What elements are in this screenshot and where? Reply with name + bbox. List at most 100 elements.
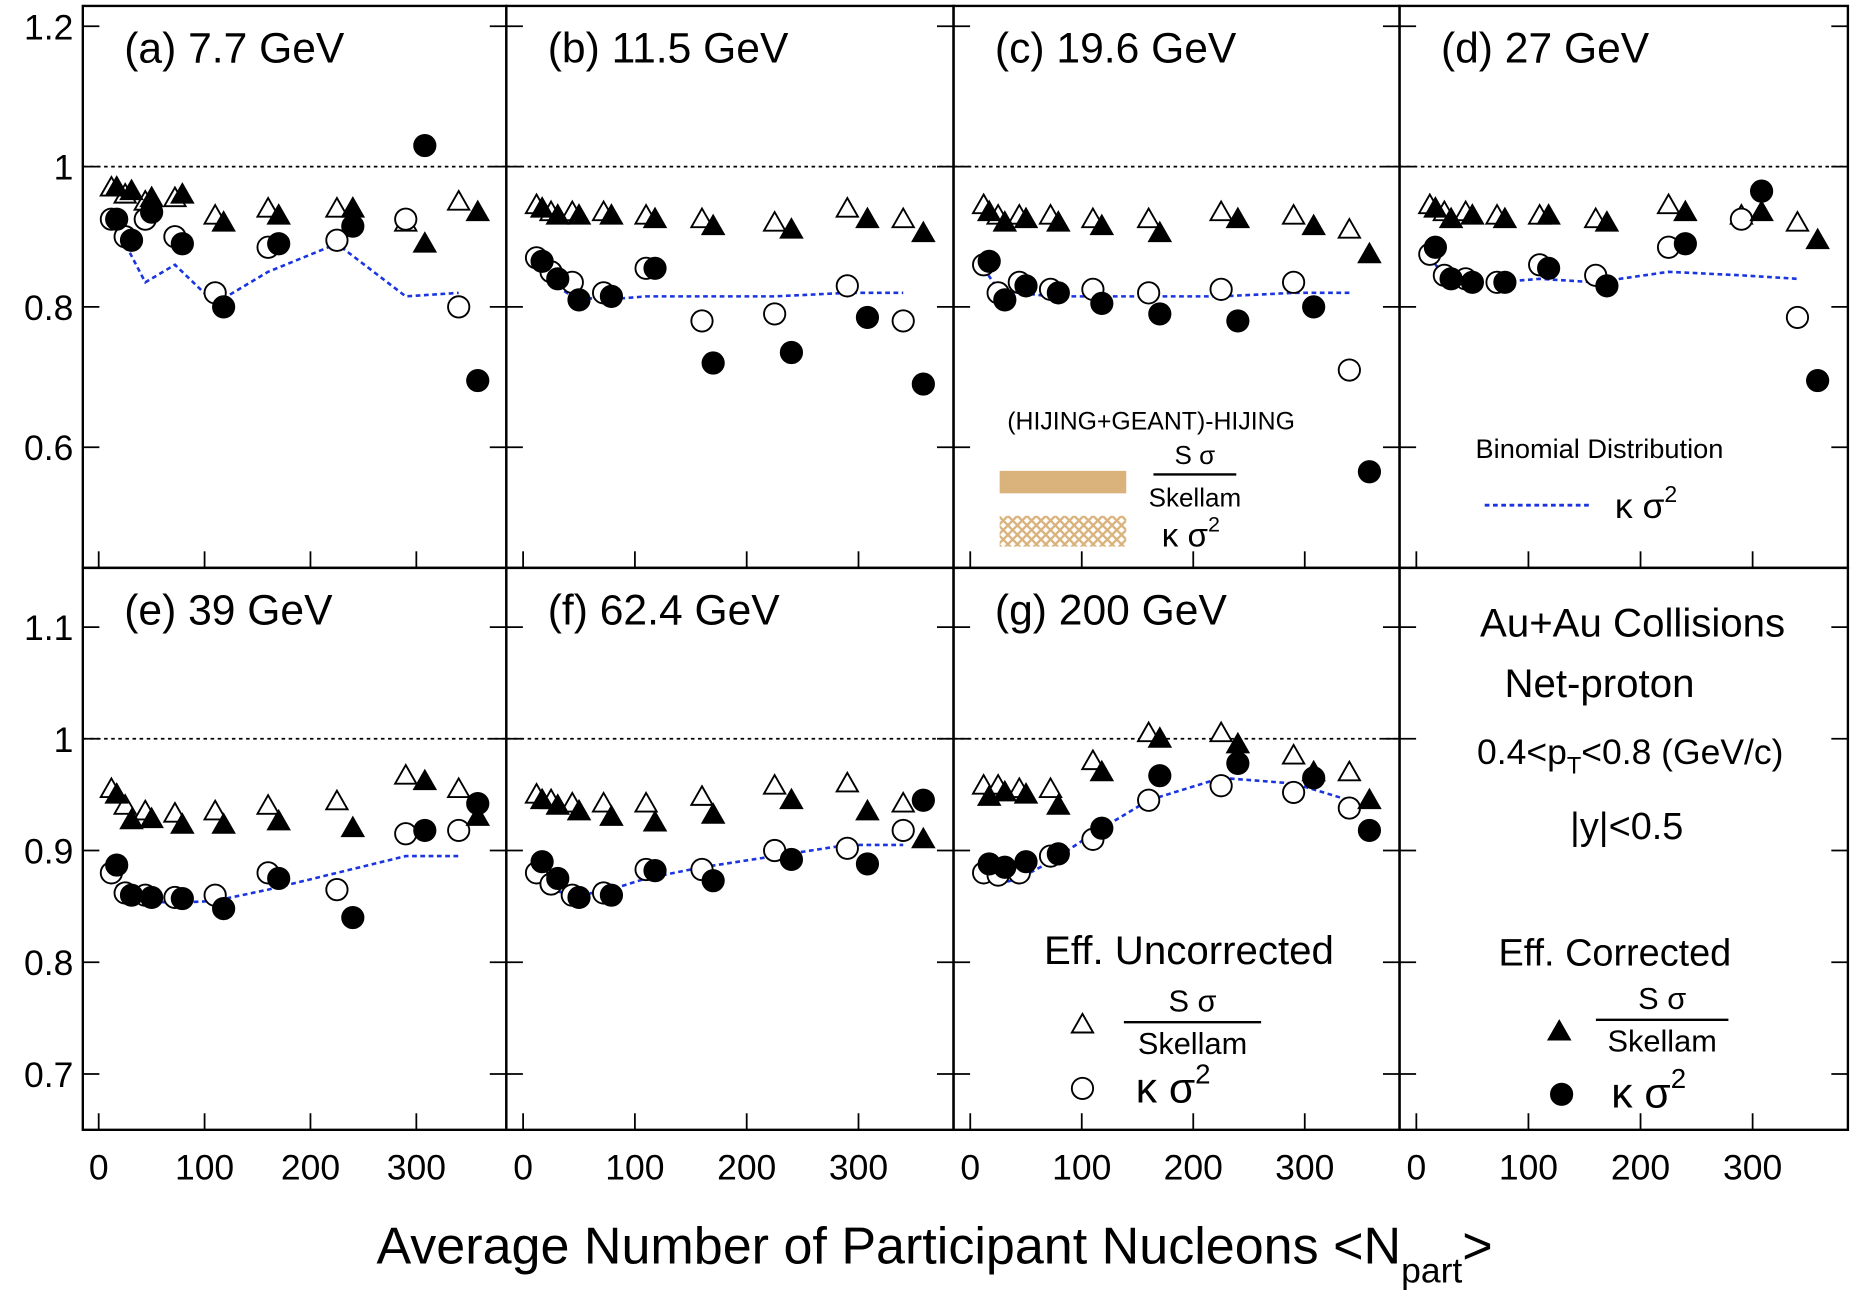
filled-triangle bbox=[465, 804, 491, 826]
open-triangle bbox=[1656, 192, 1681, 215]
panel-frame bbox=[81, 566, 508, 1131]
filled-triangle bbox=[1460, 203, 1485, 225]
filled-triangle bbox=[545, 793, 571, 815]
filled-triangle bbox=[119, 178, 144, 201]
filled-triangle bbox=[855, 798, 880, 821]
filled-triangle bbox=[1089, 759, 1115, 782]
filled-circle bbox=[977, 249, 1001, 273]
open-circle bbox=[891, 309, 915, 333]
open-triangle bbox=[1785, 210, 1810, 232]
open-circle bbox=[1137, 788, 1161, 812]
filled-triangle bbox=[599, 203, 624, 225]
x-tick-label: 300 bbox=[1723, 1148, 1782, 1188]
open-triangle bbox=[1208, 199, 1234, 222]
open-circle bbox=[394, 822, 418, 846]
open-circle bbox=[1337, 796, 1361, 820]
legend-ratio-den: Skellam bbox=[1607, 1024, 1716, 1059]
filled-triangle bbox=[1594, 210, 1620, 232]
legend-ratio-num: S σ bbox=[1168, 984, 1216, 1019]
filled-circle bbox=[1226, 309, 1250, 333]
filled-triangle bbox=[412, 768, 438, 791]
open-triangle bbox=[1281, 743, 1306, 765]
filled-triangle bbox=[529, 787, 555, 810]
open-triangle bbox=[762, 773, 787, 795]
filled-circle bbox=[1046, 281, 1070, 305]
filled-circle bbox=[1046, 842, 1070, 866]
kappa-text: κ σ bbox=[1162, 518, 1208, 555]
open-triangle bbox=[255, 793, 281, 815]
panel-frame bbox=[505, 566, 955, 1131]
filled-triangle bbox=[911, 220, 936, 243]
filled-circle bbox=[267, 866, 291, 891]
filled-circle bbox=[1014, 850, 1038, 874]
x-tick-label: 0 bbox=[1406, 1148, 1426, 1188]
filled-triangle bbox=[855, 206, 880, 229]
kappa-sup: 2 bbox=[1671, 1063, 1686, 1094]
filled-triangle bbox=[119, 807, 144, 830]
open-triangle bbox=[1136, 206, 1161, 229]
x-tick-label: 100 bbox=[1052, 1148, 1111, 1188]
kappa-text: κ σ bbox=[1136, 1065, 1195, 1113]
open-circle bbox=[1785, 305, 1810, 330]
open-triangle bbox=[1038, 776, 1063, 799]
x-tick-label: 300 bbox=[829, 1148, 888, 1188]
binomial-line bbox=[110, 215, 459, 306]
filled-triangle bbox=[1492, 206, 1518, 229]
open-triangle bbox=[112, 793, 138, 815]
y-tick-label: 0.9 bbox=[24, 832, 73, 872]
hatch-swatch bbox=[999, 515, 1127, 547]
open-circle bbox=[325, 228, 349, 252]
open-circle bbox=[394, 207, 418, 231]
legend-ratio-den: Skellam bbox=[1138, 1026, 1247, 1061]
filled-triangle bbox=[211, 812, 236, 834]
filled-triangle bbox=[1147, 220, 1173, 243]
filled-circle bbox=[1439, 267, 1463, 291]
filled-circle bbox=[1357, 818, 1382, 843]
kappa-sup: 2 bbox=[1195, 1058, 1210, 1089]
note-pt-end: <0.8 (GeV/c) bbox=[1581, 732, 1783, 772]
x-axis-label: Average Number of Participant Nucleons <… bbox=[377, 1217, 1493, 1290]
filled-triangle bbox=[104, 175, 129, 197]
filled-circle bbox=[1090, 816, 1114, 840]
open-triangle bbox=[591, 791, 616, 813]
filled-circle bbox=[341, 214, 365, 238]
filled-circle bbox=[911, 372, 935, 396]
note-pt: 0.4<p bbox=[1477, 732, 1567, 772]
filled-triangle bbox=[1089, 213, 1115, 236]
open-triangle bbox=[689, 206, 715, 229]
filled-circle bbox=[855, 305, 880, 330]
open-circle bbox=[1337, 358, 1361, 382]
legend-kappa: κ σ2 bbox=[1162, 513, 1220, 555]
note: |y|<0.5 bbox=[1570, 806, 1683, 848]
filled-triangle bbox=[545, 203, 571, 225]
filled-circle bbox=[119, 883, 144, 907]
legend-title: (HIJING+GEANT)-HIJING bbox=[1007, 408, 1295, 435]
note: Au+Au Collisions bbox=[1480, 600, 1785, 645]
kappa-text: κ σ bbox=[1611, 1069, 1670, 1117]
y-tick-label: 1.1 bbox=[24, 608, 73, 648]
filled-triangle bbox=[1423, 196, 1448, 218]
filled-circle bbox=[105, 853, 129, 877]
filled-circle bbox=[1423, 235, 1447, 259]
filled-triangle bbox=[1357, 787, 1382, 810]
y-tick-label: 1 bbox=[54, 720, 74, 760]
filled-triangle bbox=[1438, 206, 1464, 229]
filled-circle bbox=[599, 284, 624, 308]
filled-triangle bbox=[1673, 199, 1698, 222]
legend-ratio-num: S σ bbox=[1175, 440, 1216, 470]
filled-circle bbox=[170, 886, 194, 911]
filled-triangle bbox=[976, 199, 1002, 222]
legend-kappa: κ σ2 bbox=[1611, 1063, 1686, 1117]
y-tick-label: 0.8 bbox=[24, 943, 73, 983]
open-triangle bbox=[393, 763, 419, 785]
open-circle bbox=[1137, 281, 1161, 305]
filled-circle bbox=[1460, 270, 1484, 294]
x-tick-label: 0 bbox=[960, 1148, 980, 1188]
x-tick-label: 200 bbox=[281, 1148, 340, 1188]
x-tick-label: 200 bbox=[1611, 1148, 1670, 1188]
panel-title: (f) 62.4 GeV bbox=[548, 587, 781, 635]
open-circle bbox=[1729, 207, 1754, 231]
filled-circle bbox=[911, 788, 935, 812]
open-circle bbox=[835, 836, 859, 860]
